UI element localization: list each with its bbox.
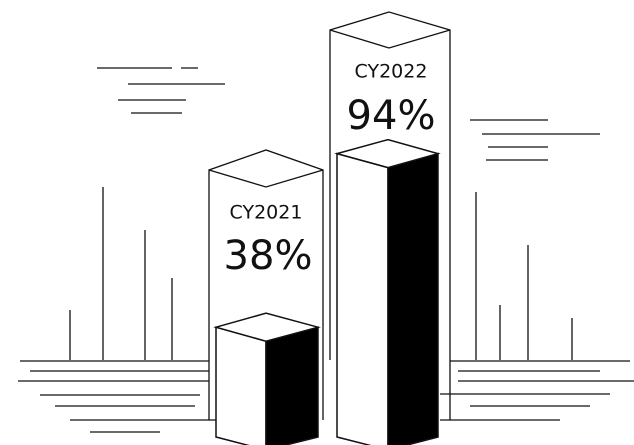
decoration bbox=[18, 11, 634, 433]
category-label: CY2022 bbox=[355, 61, 428, 83]
value-label: 38% bbox=[224, 233, 313, 279]
bar-side bbox=[387, 152, 439, 445]
category-label: CY2021 bbox=[230, 202, 303, 224]
bar-front bbox=[336, 152, 389, 445]
bar-front bbox=[215, 326, 267, 445]
value-label: 94% bbox=[347, 93, 436, 139]
bar-top bbox=[334, 138, 441, 169]
bar-side bbox=[265, 326, 319, 445]
bar-top bbox=[213, 312, 321, 342]
